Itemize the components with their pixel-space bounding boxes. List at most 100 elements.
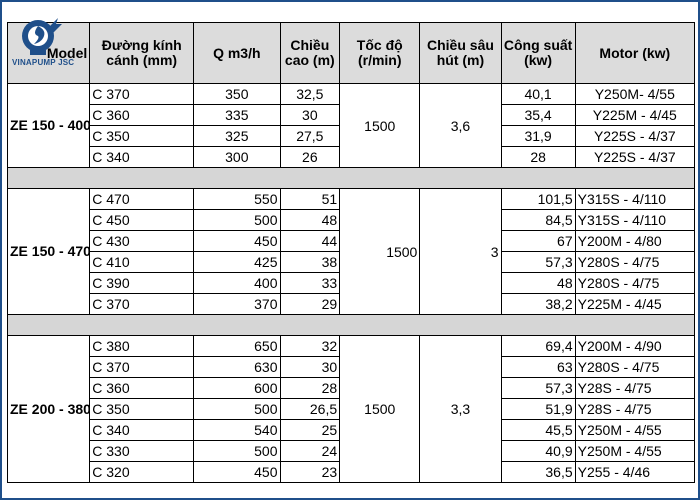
head-cell: 48 xyxy=(279,209,341,231)
table-row: ZE 150 - 400 C 370 350 32,5 1500 3,6 40,… xyxy=(6,83,696,168)
motor-cell: Y250M - 4/55 xyxy=(574,419,696,441)
flow-cell: 600 xyxy=(193,377,281,399)
header-flow: Q m3/h xyxy=(193,22,281,84)
model-cell: ZE 150 - 400 xyxy=(6,83,91,168)
head-cell: 30 xyxy=(279,356,341,378)
motor-cell: Y250M- 4/55 xyxy=(574,83,696,105)
flow-cell: 370 xyxy=(193,293,281,315)
table-row: C 320 450 23 36,5 Y255 - 4/46 xyxy=(8,461,696,483)
head-cell: 28 xyxy=(279,377,341,399)
separator-cell xyxy=(7,314,695,336)
table-row: C 410 425 38 57,3 Y280S - 4/75 xyxy=(8,251,696,273)
flow-cell: 350 xyxy=(193,83,281,105)
flow-cell: 550 xyxy=(193,188,281,210)
impeller-cell: C 350 xyxy=(89,125,195,147)
motor-cell: Y200M - 4/90 xyxy=(574,335,696,357)
table-row: C 430 450 44 67 Y200M - 4/80 xyxy=(8,230,696,252)
motor-cell: Y225S - 4/37 xyxy=(574,146,696,168)
motor-cell: Y28S - 4/75 xyxy=(574,377,696,399)
head-cell: 24 xyxy=(279,440,341,462)
head-cell: 32,5 xyxy=(279,83,341,105)
header-power: Công suất (kw) xyxy=(500,22,576,84)
impeller-cell: C 380 xyxy=(89,335,195,357)
motor-cell: Y225M - 4/45 xyxy=(574,104,696,126)
power-cell: 40,1 xyxy=(500,83,576,105)
flow-cell: 630 xyxy=(193,356,281,378)
power-cell: 40,9 xyxy=(500,440,576,462)
table-row: C 370 630 30 63 Y280S - 4/75 xyxy=(8,356,696,378)
head-cell: 25 xyxy=(279,419,341,441)
impeller-cell: C 470 xyxy=(89,188,195,210)
impeller-cell: C 370 xyxy=(89,356,195,378)
flow-cell: 325 xyxy=(193,125,281,147)
table-row: ZE 200 - 380 C 380 650 32 1500 3,3 69,4 … xyxy=(6,335,696,483)
power-cell: 84,5 xyxy=(500,209,576,231)
motor-cell: Y200M - 4/80 xyxy=(574,230,696,252)
pump-spec-table: Model Đường kính cánh (mm) Q m3/h Chiều … xyxy=(6,22,696,483)
power-cell: 31,9 xyxy=(500,125,576,147)
head-cell: 26 xyxy=(279,146,341,168)
head-cell: 23 xyxy=(279,461,341,483)
motor-cell: Y225S - 4/37 xyxy=(574,125,696,147)
power-cell: 51,9 xyxy=(500,398,576,420)
table-row: C 390 400 33 48 Y280S - 4/75 xyxy=(8,272,696,294)
speed-cell: 1500 xyxy=(339,335,421,483)
separator-row xyxy=(7,314,695,336)
motor-cell: Y280S - 4/75 xyxy=(574,356,696,378)
impeller-cell: C 370 xyxy=(89,83,195,105)
head-cell: 30 xyxy=(279,104,341,126)
power-cell: 63 xyxy=(500,356,576,378)
head-cell: 32 xyxy=(279,335,341,357)
flow-cell: 425 xyxy=(193,251,281,273)
flow-cell: 650 xyxy=(193,335,281,357)
flow-cell: 500 xyxy=(193,209,281,231)
flow-cell: 500 xyxy=(193,440,281,462)
impeller-cell: C 360 xyxy=(89,104,195,126)
motor-cell: Y280S - 4/75 xyxy=(574,272,696,294)
table-row: C 340 540 25 45,5 Y250M - 4/55 xyxy=(8,419,696,441)
motor-cell: Y280S - 4/75 xyxy=(574,251,696,273)
impeller-cell: C 360 xyxy=(89,377,195,399)
flow-cell: 540 xyxy=(193,419,281,441)
impeller-cell: C 370 xyxy=(89,293,195,315)
flow-cell: 335 xyxy=(193,104,281,126)
impeller-cell: C 390 xyxy=(89,272,195,294)
power-cell: 67 xyxy=(500,230,576,252)
motor-cell: Y28S - 4/75 xyxy=(574,398,696,420)
power-cell: 38,2 xyxy=(500,293,576,315)
motor-cell: Y315S - 4/110 xyxy=(574,188,696,210)
logo-text: VINAPUMP JSC xyxy=(12,58,75,67)
speed-cell: 1500 xyxy=(339,83,421,168)
flow-cell: 500 xyxy=(193,398,281,420)
impeller-cell: C 350 xyxy=(89,398,195,420)
header-motor: Motor (kw) xyxy=(574,22,696,84)
impeller-cell: C 340 xyxy=(89,146,195,168)
power-cell: 28 xyxy=(500,146,576,168)
suction-cell: 3,3 xyxy=(419,335,502,483)
header-speed: Tốc độ (r/min) xyxy=(339,22,421,84)
model-cell: ZE 150 - 470 xyxy=(6,188,91,315)
pump-logo-icon xyxy=(22,18,62,55)
power-cell: 48 xyxy=(500,272,576,294)
impeller-cell: C 320 xyxy=(89,461,195,483)
power-cell: 57,3 xyxy=(500,251,576,273)
motor-cell: Y255 - 4/46 xyxy=(574,461,696,483)
motor-cell: Y225M - 4/45 xyxy=(574,293,696,315)
table-row: C 340 300 26 28 Y225S - 4/37 xyxy=(8,146,696,168)
motor-cell: Y250M - 4/55 xyxy=(574,440,696,462)
power-cell: 101,5 xyxy=(500,188,576,210)
impeller-cell: C 340 xyxy=(89,419,195,441)
suction-cell: 3 xyxy=(419,188,502,315)
power-cell: 45,5 xyxy=(500,419,576,441)
head-cell: 27,5 xyxy=(279,125,341,147)
power-cell: 57,3 xyxy=(500,377,576,399)
speed-cell: 1500 xyxy=(339,188,421,315)
header-impeller-diameter: Đường kính cánh (mm) xyxy=(89,22,195,84)
head-cell: 26,5 xyxy=(279,398,341,420)
flow-cell: 300 xyxy=(193,146,281,168)
separator-row xyxy=(7,167,695,189)
impeller-cell: C 330 xyxy=(89,440,195,462)
head-cell: 33 xyxy=(279,272,341,294)
head-cell: 51 xyxy=(279,188,341,210)
